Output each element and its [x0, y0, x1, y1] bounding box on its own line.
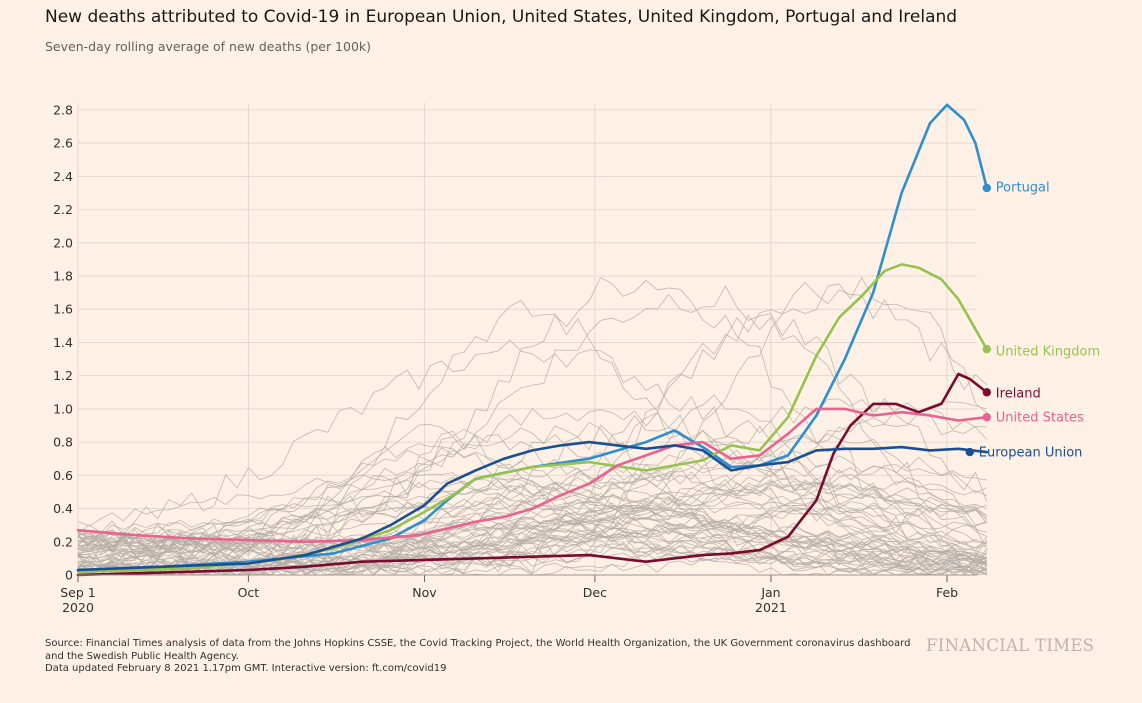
series-label: United States [996, 411, 1084, 426]
highlighted-series [76, 103, 991, 577]
x-tick-sublabel: 2021 [755, 600, 787, 615]
source-note: Source: Financial Times analysis of data… [45, 638, 911, 662]
background-country-line [77, 407, 988, 557]
background-country-line [77, 485, 988, 576]
background-country-line [77, 520, 987, 575]
y-tick-label: 0.4 [53, 501, 73, 516]
background-country-line [77, 524, 987, 575]
ft-brand-logo: FINANCIAL TIMES [926, 636, 1095, 655]
series-end-dot [982, 183, 991, 193]
x-tick-label: Dec [583, 585, 607, 600]
x-tick-label: Nov [412, 585, 437, 600]
series-line-european-union [76, 440, 989, 572]
y-tick-label: 1.6 [53, 302, 73, 317]
series-label: European Union [979, 446, 1083, 461]
y-tick-label: 0 [65, 568, 73, 583]
x-tick-label: Oct [238, 585, 260, 600]
x-tick-sublabel: 2020 [62, 600, 94, 615]
series-end-dot [965, 447, 974, 457]
background-country-line [77, 471, 987, 560]
y-tick-label: 2.6 [53, 136, 73, 151]
background-country-line [77, 471, 987, 561]
background-country-line [78, 276, 988, 576]
y-tick-label: 2.2 [53, 202, 73, 217]
update-note: Data updated February 8 2021 1.17pm GMT.… [45, 663, 447, 674]
background-country-line [77, 277, 988, 562]
background-country-line [77, 427, 988, 574]
series-label: Ireland [996, 387, 1041, 402]
x-tick-label: Feb [936, 585, 958, 600]
footer-source: Source: Financial Times analysis of data… [45, 638, 925, 676]
background-country-line [77, 524, 987, 568]
background-country-line [77, 460, 987, 556]
y-tick-label: 1.2 [53, 368, 73, 383]
y-tick-label: 1.0 [53, 401, 73, 416]
y-tick-label: 0.2 [53, 534, 73, 549]
x-tick-label: Jan [760, 585, 780, 600]
chart-title: New deaths attributed to Covid-19 in Eur… [45, 7, 958, 27]
background-country-line [77, 443, 988, 562]
series-end-dot [982, 388, 991, 397]
background-country-line [77, 465, 987, 564]
background-country-line [77, 449, 987, 569]
series-label: Portugal [996, 181, 1050, 196]
series-labels: Portugal United Kingdom Ireland United Stat… [979, 181, 1100, 461]
series-line-united-states [76, 407, 989, 544]
background-country-line [77, 479, 988, 562]
y-tick-label: 2.0 [53, 235, 73, 250]
series-end-dot [982, 344, 991, 354]
y-tick-label: 2.4 [53, 169, 73, 184]
y-tick-label: 1.8 [53, 269, 73, 284]
y-tick-label: 0.8 [53, 435, 73, 450]
background-country-line [77, 481, 987, 570]
series-label: United Kingdom [996, 345, 1100, 360]
background-country-line [77, 299, 988, 573]
background-country-line [77, 495, 988, 576]
x-tick-label: Sep 1 [60, 585, 96, 600]
chart-subtitle: Seven-day rolling average of new deaths … [45, 39, 372, 54]
background-country-line [77, 475, 987, 561]
background-country-line [77, 529, 987, 563]
series-line-ireland [76, 372, 989, 577]
y-axis: 0 0.2 0.4 0.6 0.8 1.0 1.2 1.4 1.6 1.8 2.0 2.2 2.4 2.6… [53, 102, 73, 582]
y-tick-label: 0.6 [53, 468, 73, 483]
y-tick-label: 2.8 [53, 102, 73, 117]
series-line-united-kingdom [76, 263, 989, 574]
background-country-line [77, 530, 988, 576]
chart-area: 0 0.2 0.4 0.6 0.8 1.0 1.2 1.4 1.6 1.8 2.0 2.2 2.4 2.6… [53, 102, 1100, 615]
series-line-portugal [76, 103, 989, 572]
y-tick-label: 1.4 [53, 335, 73, 350]
series-end-dot [982, 413, 991, 422]
